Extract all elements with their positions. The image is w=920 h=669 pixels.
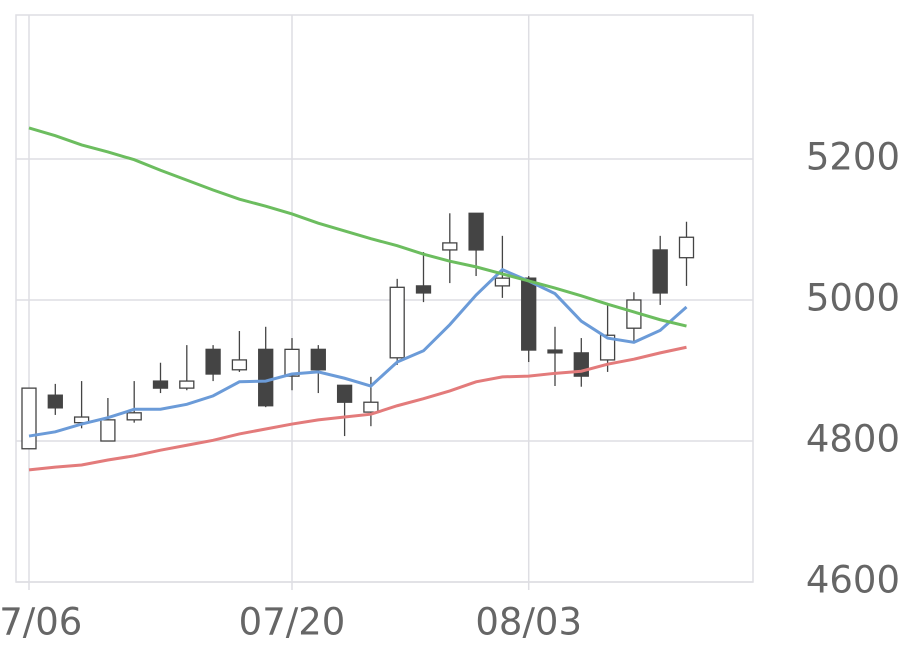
y-tick-label: 5000 bbox=[806, 277, 900, 320]
moving-average-line bbox=[28, 267, 688, 438]
candle-body bbox=[179, 380, 195, 389]
candle-body bbox=[678, 236, 695, 259]
candle-body bbox=[494, 277, 511, 287]
x-tick-label: 07/20 bbox=[239, 601, 346, 644]
candle-body bbox=[521, 277, 537, 351]
candle-body bbox=[126, 412, 142, 421]
candle-body bbox=[310, 348, 326, 371]
x-tick-label: 07/06 bbox=[0, 601, 82, 644]
moving-average-line bbox=[28, 345, 687, 472]
candle-body bbox=[231, 359, 248, 371]
candle-body bbox=[389, 286, 405, 359]
candle-body bbox=[47, 394, 63, 409]
candle-body bbox=[100, 419, 116, 442]
candle-body bbox=[258, 348, 274, 407]
y-tick-label: 4800 bbox=[806, 418, 900, 461]
candle-body bbox=[547, 349, 563, 354]
x-tick-label: 08/03 bbox=[475, 601, 582, 644]
candle-body bbox=[284, 348, 300, 377]
candle-body bbox=[442, 242, 458, 251]
candle-body bbox=[336, 384, 353, 403]
candle-body bbox=[468, 212, 484, 251]
candle-body bbox=[205, 348, 221, 375]
candle-body bbox=[21, 387, 37, 450]
plot-frame bbox=[15, 14, 754, 583]
moving-average-line bbox=[28, 126, 687, 328]
candle-body bbox=[152, 380, 169, 389]
candle-body bbox=[652, 249, 668, 294]
y-tick-label: 5200 bbox=[806, 136, 900, 179]
y-tick-label: 4600 bbox=[806, 559, 900, 602]
candle-body bbox=[599, 334, 616, 361]
candle-body bbox=[415, 285, 432, 294]
candle-body bbox=[363, 401, 379, 413]
